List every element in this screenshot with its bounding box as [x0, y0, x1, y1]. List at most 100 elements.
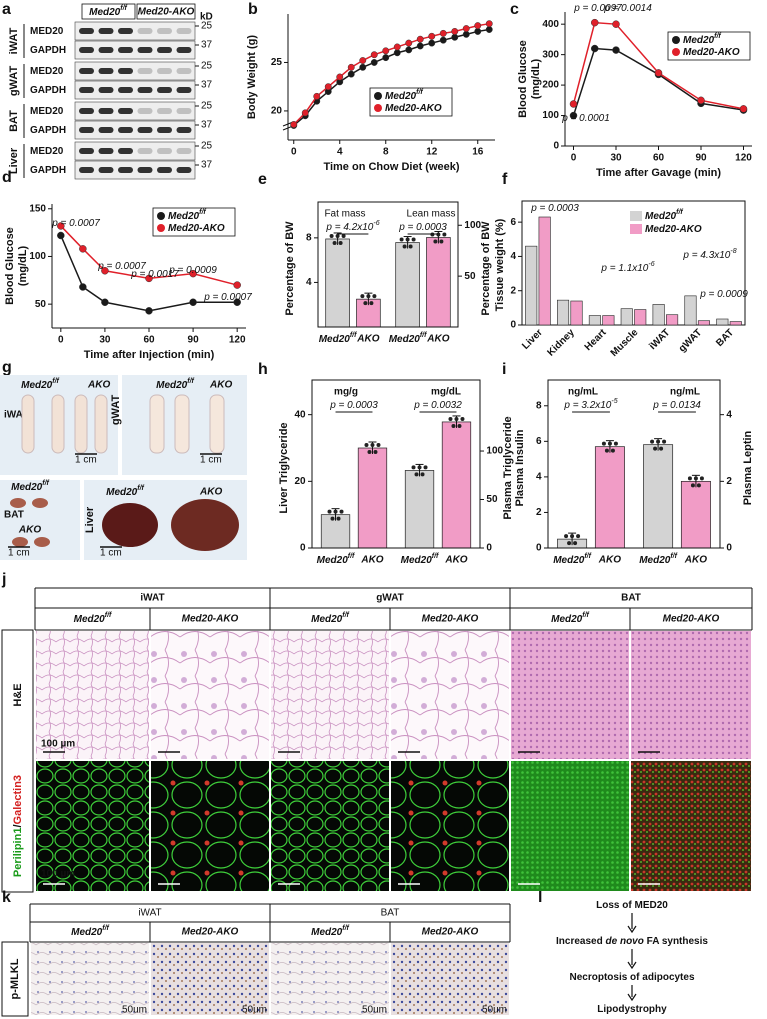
- legend-label: Med20f/f: [168, 209, 206, 222]
- genotype-label-part: Med20: [389, 334, 421, 345]
- legend-swatch: [672, 48, 680, 56]
- p-value: p = 3.2x10-5: [563, 398, 617, 411]
- genotype-label: Med20f/f: [106, 485, 144, 498]
- p-value-part: p = 0.0009: [168, 265, 217, 276]
- dot: [567, 541, 572, 546]
- legend-label-part: f/f: [714, 33, 721, 40]
- legend-swatch: [672, 36, 680, 44]
- genotype-label: Med20f/f: [11, 480, 49, 493]
- legend-swatch: [374, 92, 382, 100]
- genotype-label-part: Med20: [639, 555, 671, 566]
- genotype-label-part: f/f: [52, 378, 59, 385]
- data-point: [145, 307, 153, 315]
- panel-title: ng/mL: [568, 387, 598, 398]
- blot-band: [157, 47, 172, 53]
- data-point: [485, 26, 493, 33]
- data-point: [301, 109, 309, 117]
- panel-title: ng/mL: [670, 387, 700, 398]
- ihc-image: [271, 943, 389, 1015]
- data-point: [382, 54, 390, 62]
- flow-step-part: Loss of MED20: [596, 900, 668, 911]
- flow-step: Lipodystrophy: [597, 1004, 667, 1015]
- legend-swatch: [157, 224, 165, 232]
- dot: [411, 237, 416, 242]
- if-image: [271, 761, 389, 891]
- blot-band: [98, 108, 114, 114]
- data-point: [428, 32, 436, 40]
- data-point: [393, 49, 401, 57]
- dot: [339, 509, 344, 514]
- y-tick-label: 6: [536, 436, 542, 447]
- panel-title: mg/dL: [431, 387, 461, 398]
- data-point: [313, 92, 321, 100]
- y-tick-label: 2: [510, 285, 516, 296]
- blot-band: [176, 68, 192, 74]
- p-value-part: p = 0.0007: [97, 261, 146, 272]
- data-point: [591, 18, 599, 27]
- p-value-part: p = 3.2x10: [563, 400, 611, 411]
- liver: [171, 499, 239, 551]
- he-image: [151, 631, 269, 759]
- stain-label-part: Perilipin1: [12, 828, 24, 878]
- blot-band: [176, 87, 192, 93]
- x-axis-label: Time after Injection (min): [84, 349, 215, 361]
- tissue-label: iWAT: [8, 27, 20, 54]
- y-tick-label: 100: [464, 220, 481, 231]
- blot-band: [137, 167, 153, 173]
- dot: [338, 240, 343, 245]
- blot-band: [137, 68, 153, 74]
- bar: [697, 320, 710, 326]
- blot-band: [79, 127, 94, 133]
- protein-label: MED20: [30, 146, 64, 157]
- p-value-part: p = 0.0097: [573, 3, 622, 14]
- genotype-label: Med20f/f: [317, 553, 355, 566]
- genotype-label-part: f/f: [187, 378, 194, 385]
- bar: [426, 237, 451, 328]
- genotype-label-part: f/f: [137, 485, 144, 492]
- row-label-box: [1, 941, 29, 1017]
- blot-band: [157, 127, 172, 133]
- bat-piece: [12, 537, 28, 547]
- bar: [357, 447, 388, 549]
- data-point: [189, 298, 197, 306]
- data-point: [485, 20, 493, 28]
- y-axis-label: Plasma Triglyceride: [502, 416, 514, 519]
- ihc-image: [151, 943, 269, 1015]
- dot: [367, 450, 372, 454]
- bar: [395, 242, 420, 328]
- dot: [693, 476, 698, 481]
- fat-pad: [94, 394, 108, 454]
- dot: [573, 541, 578, 546]
- blot-band: [176, 108, 192, 114]
- y-tick-label: 4: [510, 251, 516, 262]
- bar: [404, 470, 435, 549]
- bar: [594, 446, 625, 549]
- blot-band: [98, 87, 114, 93]
- genotype-label-part: Med20: [156, 380, 188, 391]
- dot: [332, 240, 337, 245]
- bar: [325, 238, 350, 328]
- genotype-label: Med20f/f: [319, 332, 357, 345]
- data-point: [451, 33, 459, 41]
- p-value-part: p = 0.0003: [530, 203, 579, 214]
- dot: [402, 244, 407, 249]
- y-axis-label: Plasma Leptin: [742, 430, 754, 505]
- blot-band: [176, 28, 192, 34]
- y-tick-label: 4: [536, 472, 542, 483]
- p-value-part: -8: [730, 248, 736, 255]
- genotype-label: Med20f/f: [74, 612, 112, 625]
- dot: [373, 450, 378, 454]
- y-tick-label: 0: [300, 543, 306, 554]
- dot: [433, 239, 438, 244]
- y-tick-label: 50: [486, 494, 498, 505]
- panel-label: e: [258, 171, 267, 188]
- panel-label: d: [2, 169, 12, 186]
- data-point: [739, 105, 748, 113]
- dot: [335, 233, 340, 238]
- x-tick-label: gWAT: [677, 327, 704, 354]
- p-value-part: p = 0.0134: [652, 400, 701, 411]
- y-axis-label: Blood Glucose: [4, 227, 16, 305]
- dot: [650, 439, 655, 444]
- dot: [417, 465, 422, 470]
- legend-label: Med20f/f: [645, 209, 683, 222]
